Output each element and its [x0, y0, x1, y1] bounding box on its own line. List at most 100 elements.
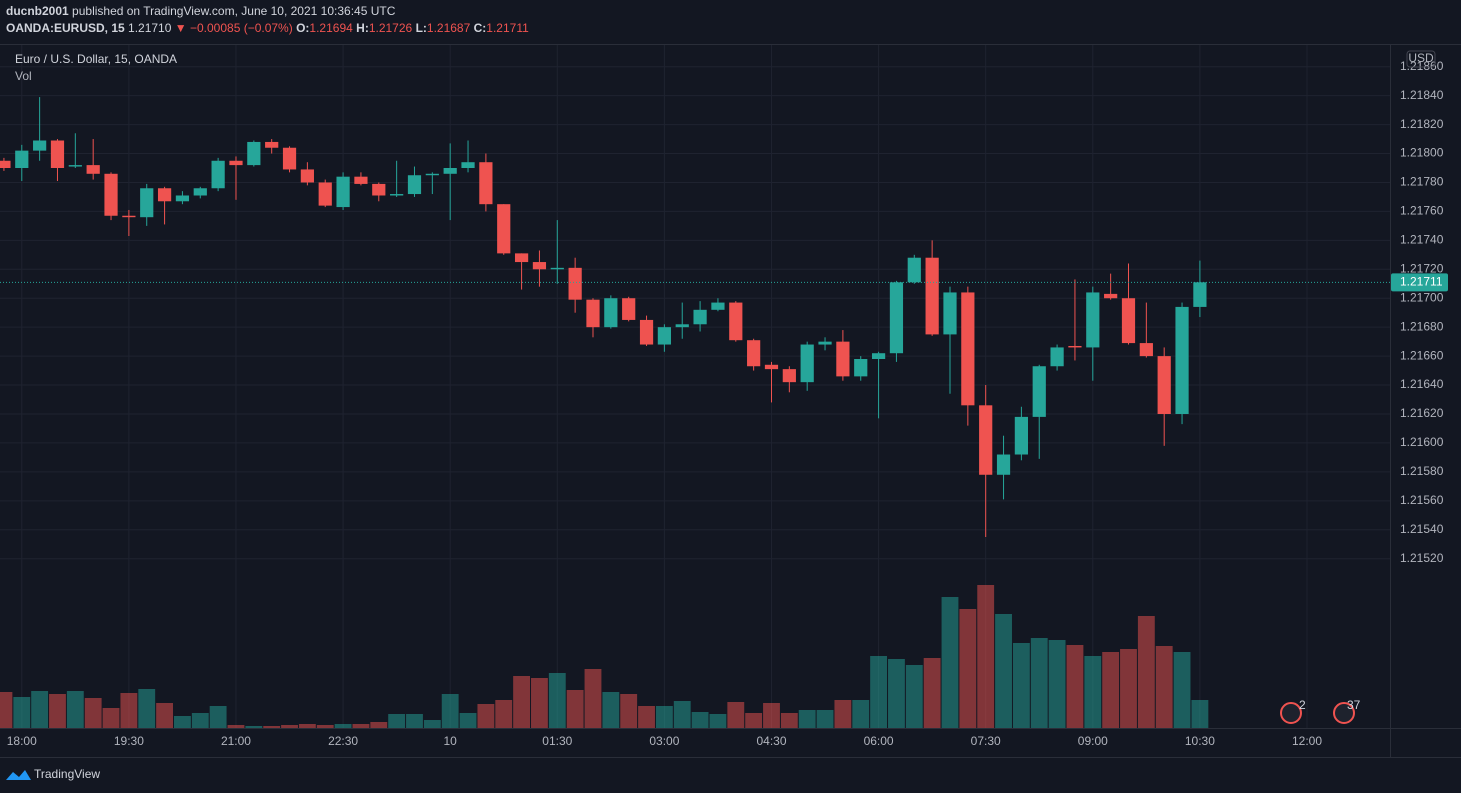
- candle-body: [711, 302, 725, 310]
- volume-bar: [1048, 640, 1066, 728]
- x-tick-label: 19:30: [114, 734, 144, 748]
- y-tick-label: 1.21760: [1400, 204, 1444, 218]
- candle-body: [1193, 282, 1207, 307]
- candle-body: [818, 341, 832, 345]
- candle-body: [497, 204, 511, 254]
- x-tick-label: 22:30: [328, 734, 358, 748]
- candle-body: [657, 327, 671, 345]
- candle-body: [122, 215, 136, 218]
- currency: USD: [1408, 51, 1434, 65]
- candle-body: [532, 262, 547, 270]
- x-tick-label: 07:30: [971, 734, 1001, 748]
- x-tick-label: 03:00: [649, 734, 679, 748]
- volume-bar: [388, 714, 406, 728]
- y-tick-label: 1.21620: [1400, 406, 1444, 420]
- candle-body: [729, 302, 743, 341]
- volume-bar: [298, 724, 316, 728]
- volume-bar: [834, 700, 852, 728]
- candle-body: [461, 162, 475, 168]
- currency-box: [1406, 50, 1436, 68]
- x-tick-label: 12:00: [1292, 734, 1322, 748]
- volume-bar: [727, 702, 745, 728]
- candle-body: [747, 340, 761, 367]
- volume-bar: [655, 706, 673, 728]
- candle-body: [33, 140, 47, 151]
- candle-body: [586, 299, 600, 328]
- candle-body: [372, 183, 386, 196]
- y-tick-label: 1.21720: [1400, 261, 1444, 275]
- candle-body: [193, 188, 207, 196]
- h-label: H:: [356, 21, 369, 35]
- y-tick-label: 1.21800: [1400, 146, 1444, 160]
- candle-body: [1121, 298, 1136, 344]
- volume-bar: [1102, 652, 1120, 728]
- volume-bar: [709, 714, 727, 728]
- event-count: 37: [1347, 698, 1361, 712]
- y-tick-label: 1.21520: [1400, 551, 1444, 565]
- ohlc-line: OANDA:EURUSD, 15 1.21710 ▼ −0.00085 (−0.…: [6, 21, 529, 35]
- volume-bar: [763, 703, 780, 728]
- volume-bar: [673, 701, 691, 728]
- price: 1.21710: [128, 21, 172, 35]
- y-tick-label: 1.21660: [1400, 348, 1444, 362]
- header-line: ducnb2001 published on TradingView.com, …: [6, 4, 396, 18]
- volume-bar: [423, 720, 441, 728]
- candle-body: [157, 188, 172, 202]
- volume-bar: [13, 697, 31, 728]
- chart-title: Euro / U.S. Dollar, 15, OANDA: [15, 52, 177, 66]
- candle-body: [925, 257, 939, 335]
- brand: TradingView: [34, 767, 100, 781]
- candle-body: [568, 267, 582, 300]
- volume-bar: [120, 693, 138, 728]
- candle-body: [639, 319, 654, 345]
- candle-body: [282, 147, 297, 170]
- y-tick-label: 1.21820: [1400, 117, 1444, 131]
- candle-body: [211, 160, 225, 189]
- candle-body: [943, 292, 957, 335]
- event-icon[interactable]: [1333, 702, 1355, 724]
- h: 1.21726: [369, 21, 413, 35]
- labels: 1.21520 1.21540 1.21560 1.21580 1.21600 1.216…: [7, 59, 1448, 748]
- volume-bar: [620, 694, 638, 728]
- candle-body: [175, 195, 190, 202]
- event-icon[interactable]: [1280, 702, 1302, 724]
- candle-body: [425, 173, 439, 176]
- volume-bar: [941, 597, 959, 728]
- volume-bar: [66, 691, 84, 728]
- candle-body: [50, 140, 65, 168]
- y-tick-label: 1.21560: [1400, 493, 1444, 507]
- candle-body: [336, 176, 350, 208]
- published: published on TradingView.com, June 10, 2…: [72, 4, 396, 18]
- o: 1.21694: [309, 21, 353, 35]
- y-tick-label: 1.21540: [1400, 522, 1444, 536]
- y-tick-label: 1.21860: [1400, 59, 1444, 73]
- y-tick-label: 1.21600: [1400, 435, 1444, 449]
- x-tick-label: 09:00: [1078, 734, 1108, 748]
- volume-bar: [852, 700, 870, 728]
- candle-body: [604, 298, 618, 328]
- candle-body: [15, 150, 29, 168]
- volume-pane: [0, 585, 1209, 728]
- candle-body: [68, 165, 82, 167]
- candle-body: [961, 292, 975, 406]
- x-tick-label: 18:00: [7, 734, 37, 748]
- volume-bar: [316, 725, 334, 728]
- candle-body: [354, 176, 368, 184]
- volume-bar: [816, 710, 834, 728]
- volume-bar: [441, 694, 459, 728]
- candle-body: [889, 282, 904, 354]
- candle-body: [854, 359, 868, 377]
- candle-body: [479, 162, 493, 205]
- candle-body: [1157, 356, 1171, 414]
- x-tick-label: 10:30: [1185, 734, 1215, 748]
- volume-bar: [638, 706, 655, 728]
- volume-bar: [263, 726, 281, 728]
- volume-bar: [334, 724, 352, 728]
- volume-bar: [1191, 700, 1209, 728]
- candle-body: [622, 298, 636, 320]
- candle-body: [1175, 306, 1189, 414]
- volume-bar: [959, 609, 977, 728]
- last-price-box: [1391, 273, 1448, 292]
